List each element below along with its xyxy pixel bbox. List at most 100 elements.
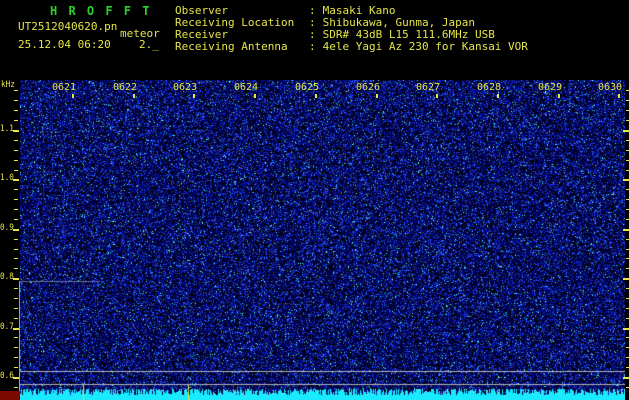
datetime-label: 25.12.04 06:20 xyxy=(18,38,111,51)
y-tick xyxy=(14,239,18,240)
y-tick xyxy=(623,229,629,231)
y-tick xyxy=(14,337,18,338)
y-tick xyxy=(626,357,629,358)
metadata-colon: : xyxy=(309,28,316,41)
metadata-row: Receiver: SDR# 43dB L15 111.6MHz USB xyxy=(175,29,528,41)
time-label: 0623 xyxy=(173,82,198,93)
y-tick xyxy=(14,258,18,259)
time-label: 0628 xyxy=(477,82,502,93)
time-label: 0625 xyxy=(295,82,320,93)
y-tick xyxy=(626,347,629,348)
metadata-label: Observer xyxy=(175,4,228,17)
y-tick xyxy=(626,288,629,289)
time-tick xyxy=(133,94,135,98)
app-title: H R O F F T xyxy=(50,4,152,18)
y-tick xyxy=(626,100,629,101)
y-tick xyxy=(626,120,629,121)
time-label: 0627 xyxy=(416,82,441,93)
y-tick xyxy=(626,170,629,171)
echo-counter: 2._ xyxy=(139,38,159,51)
time-label: 0629 xyxy=(538,82,563,93)
y-tick xyxy=(14,367,18,368)
y-tick-label: 0.7 xyxy=(0,322,14,332)
y-tick xyxy=(626,160,629,161)
time-tick xyxy=(558,94,560,98)
time-tick xyxy=(497,94,499,98)
y-tick xyxy=(14,288,18,289)
time-label: 0624 xyxy=(234,82,259,93)
y-tick xyxy=(626,367,629,368)
time-tick xyxy=(436,94,438,98)
time-label: 0621 xyxy=(52,82,77,93)
y-tick xyxy=(626,110,629,111)
y-tick xyxy=(626,189,629,190)
time-tick xyxy=(193,94,195,98)
y-tick xyxy=(14,347,18,348)
metadata-label: Receiver xyxy=(175,28,228,41)
metadata-colon: : xyxy=(309,16,316,29)
y-tick xyxy=(626,199,629,200)
y-tick xyxy=(13,377,19,379)
y-tick xyxy=(13,278,19,280)
y-tick xyxy=(14,308,18,309)
time-tick xyxy=(254,94,256,98)
y-tick xyxy=(626,318,629,319)
metadata-row: Receiving Antenna:4ele Yagi Az 230 for K… xyxy=(175,41,528,53)
y-tick-label: 1.0 xyxy=(0,173,14,183)
metadata-value: Masaki Kano xyxy=(322,4,396,17)
y-tick xyxy=(14,298,18,299)
y-tick xyxy=(626,258,629,259)
status-block xyxy=(0,391,20,400)
metadata-row: Observer: Masaki Kano xyxy=(175,5,528,17)
y-tick xyxy=(14,249,18,250)
y-tick xyxy=(626,150,629,151)
plot-left-border xyxy=(19,281,20,391)
y-tick xyxy=(14,318,18,319)
y-tick xyxy=(626,209,629,210)
metadata-label: Receiving Antenna xyxy=(175,40,288,53)
y-tick xyxy=(14,357,18,358)
filename-label: UT2512040620.pn xyxy=(18,20,118,33)
y-tick-label: 0.8 xyxy=(0,272,14,282)
y-tick xyxy=(14,140,18,141)
y-tick-label: 1.1 xyxy=(0,124,14,134)
metadata-row: Receiving Location: Shibukawa, Gunma, Jap… xyxy=(175,17,528,29)
y-tick xyxy=(13,229,19,231)
metadata-label: Receiving Location xyxy=(175,16,295,29)
y-tick xyxy=(13,179,19,181)
time-label: 0622 xyxy=(113,82,138,93)
y-tick xyxy=(623,328,629,330)
y-tick xyxy=(14,100,18,101)
y-tick xyxy=(626,268,629,269)
y-tick xyxy=(14,209,18,210)
metadata-value: 4ele Yagi Az 230 for Kansai VOR xyxy=(322,40,528,53)
y-tick xyxy=(626,239,629,240)
y-tick xyxy=(626,249,629,250)
y-tick xyxy=(14,150,18,151)
y-tick xyxy=(14,90,18,91)
y-tick xyxy=(13,130,19,132)
time-tick xyxy=(315,94,317,98)
time-tick xyxy=(72,94,74,98)
time-label: 0626 xyxy=(356,82,381,93)
y-tick xyxy=(626,387,629,388)
metadata-colon: : xyxy=(309,4,316,17)
y-tick xyxy=(13,328,19,330)
y-tick xyxy=(14,199,18,200)
y-tick xyxy=(626,219,629,220)
spectrogram-canvas xyxy=(20,80,625,400)
y-tick-label: 0.9 xyxy=(0,223,14,233)
y-axis-unit-label: kHz xyxy=(1,80,15,90)
y-tick xyxy=(14,160,18,161)
y-tick xyxy=(623,377,629,379)
y-tick xyxy=(623,278,629,280)
y-tick xyxy=(626,140,629,141)
y-tick xyxy=(14,387,18,388)
y-tick-label: 0.6 xyxy=(0,371,14,381)
time-label: 0630 xyxy=(598,82,623,93)
y-tick xyxy=(14,110,18,111)
time-tick xyxy=(618,94,620,98)
y-tick xyxy=(626,90,629,91)
metadata-value: SDR# 43dB L15 111.6MHz USB xyxy=(322,28,495,41)
metadata-table: Observer: Masaki Kano Receiving Location: S… xyxy=(175,5,528,53)
